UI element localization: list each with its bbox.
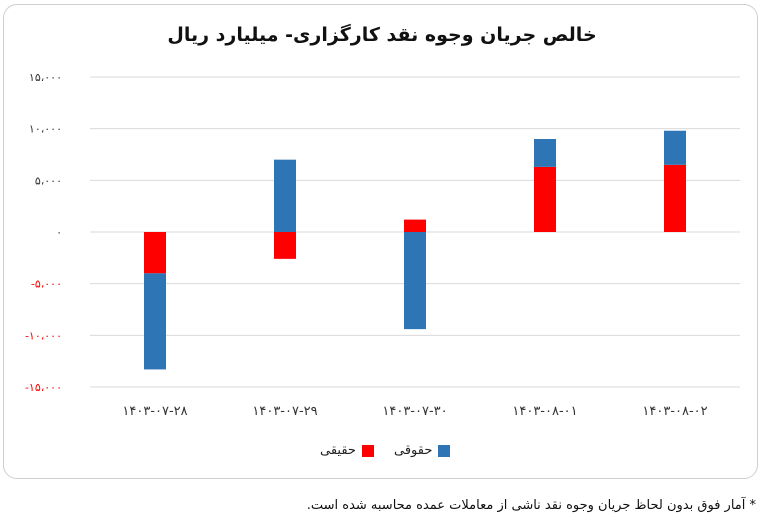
bar-haghighi [534,166,556,232]
x-tick-label: ۱۴۰۳-۰۸-۰۲ [642,404,707,419]
y-tick-label: -۱۵،۰۰۰ [25,381,62,394]
chart-card [3,4,758,479]
legend-label-haghighi: حقیقی [320,443,356,458]
bar-hoghooghi [664,130,686,165]
footnote: * آمار فوق بدون لحاظ جریان وجوه نقد ناشی… [306,498,756,513]
y-tick-label: ۱۰،۰۰۰ [29,123,62,136]
bar-haghighi [664,164,686,232]
legend-label-hoghooghi: حقوقی [394,443,433,458]
bar-haghighi [404,219,426,232]
chart-legend: حقیقی حقوقی [0,443,764,465]
bar-haghighi [274,232,296,259]
legend-item-hoghooghi: حقوقی [394,443,451,458]
chart-title: خالص جریان وجوه نقد کارگزاری- میلیارد ری… [167,24,597,46]
legend-swatch-haghighi [361,444,374,457]
y-tick-label: -۵،۰۰۰ [31,278,62,291]
bar-hoghooghi [144,273,166,370]
y-tick-label: ۵،۰۰۰ [35,174,62,187]
bar-hoghooghi [404,232,426,330]
x-tick-label: ۱۴۰۳-۰۷-۳۰ [382,404,447,419]
y-tick-label: ۱۵،۰۰۰ [29,71,62,84]
legend-item-haghighi: حقیقی [320,443,374,458]
x-tick-label: ۱۴۰۳-۰۷-۲۸ [122,404,187,419]
bar-hoghooghi [274,159,296,232]
bar-hoghooghi [534,139,556,167]
y-tick-label: -۱۰،۰۰۰ [25,329,62,342]
x-tick-label: ۱۴۰۳-۰۸-۰۱ [512,404,577,419]
y-tick-label: ۰ [56,226,62,239]
legend-swatch-hoghooghi [438,444,451,457]
bar-haghighi [144,232,166,274]
x-tick-label: ۱۴۰۳-۰۷-۲۹ [252,404,317,419]
